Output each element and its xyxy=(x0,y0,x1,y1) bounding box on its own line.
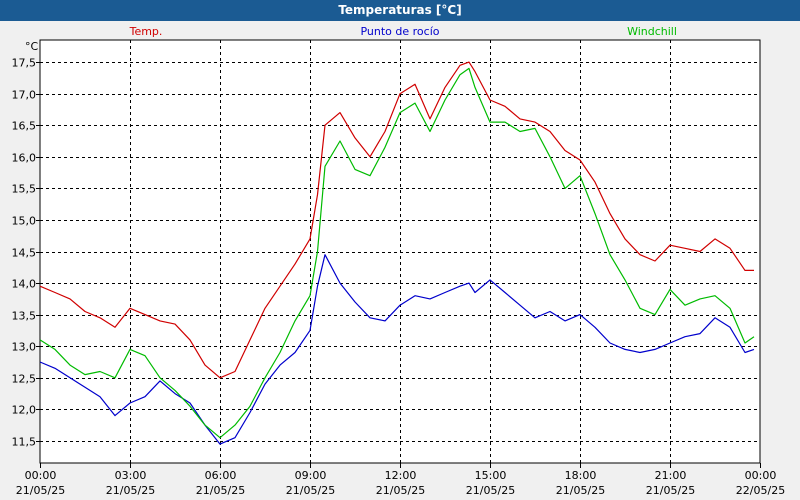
series-line-punto-de-roc-o xyxy=(39,254,755,445)
x-tick-date: 21/05/25 xyxy=(466,484,515,497)
x-tick-time: 18:00 xyxy=(565,469,597,482)
x-tick-time: 12:00 xyxy=(385,469,417,482)
y-axis-unit: °C xyxy=(25,40,39,53)
series-line-temp xyxy=(39,61,754,379)
y-tick-label: 16,5 xyxy=(12,120,37,133)
chart-title: Temperaturas [°C] xyxy=(0,0,800,21)
series-line-windchill xyxy=(39,67,755,439)
legend-item-windchill: Windchill xyxy=(627,25,677,38)
x-tick-time: 09:00 xyxy=(295,469,327,482)
x-tick-time: 03:00 xyxy=(115,469,147,482)
x-tick-date: 21/05/25 xyxy=(196,484,245,497)
legend-item-temp: Temp. xyxy=(129,25,163,38)
y-tick-label: 12,5 xyxy=(12,373,37,386)
x-tick-time: 21:00 xyxy=(655,469,687,482)
y-tick-label: 15,5 xyxy=(12,183,37,196)
series-group xyxy=(39,61,755,445)
legend-item-punto-de-roc-o: Punto de rocío xyxy=(360,25,439,38)
y-tick-label: 14,0 xyxy=(12,278,37,291)
x-tick-time: 15:00 xyxy=(475,469,507,482)
grid xyxy=(40,40,760,463)
x-tick-time: 00:00 xyxy=(25,469,57,482)
x-tick-time: 00:00 xyxy=(745,469,777,482)
y-tick-label: 15,0 xyxy=(12,215,37,228)
x-tick-time: 06:00 xyxy=(205,469,237,482)
y-tick-label: 11,5 xyxy=(12,436,37,449)
y-tick-label: 13,5 xyxy=(12,310,37,323)
y-tick-label: 13,0 xyxy=(12,341,37,354)
y-tick-label: 17,0 xyxy=(12,89,37,102)
x-axis: 00:00 21/05/25 03:00 21/05/25 06:00 21/05/25 0… xyxy=(16,463,785,497)
legend: Temp. Punto de rocío Windchill xyxy=(129,25,677,38)
x-tick-date: 21/05/25 xyxy=(106,484,155,497)
x-tick-date: 21/05/25 xyxy=(286,484,335,497)
x-tick-date: 22/05/25 xyxy=(736,484,785,497)
y-tick-label: 17,5 xyxy=(12,57,37,70)
y-tick-label: 14,5 xyxy=(12,247,37,260)
y-tick-label: 16,0 xyxy=(12,152,37,165)
x-tick-date: 21/05/25 xyxy=(16,484,65,497)
y-axis: 11,5 12,0 12,5 13,0 13,5 14,0 14,5 15,0 15,5 16,0… xyxy=(12,57,40,449)
y-tick-label: 12,0 xyxy=(12,404,37,417)
x-tick-date: 21/05/25 xyxy=(646,484,695,497)
x-tick-date: 21/05/25 xyxy=(556,484,605,497)
x-tick-date: 21/05/25 xyxy=(376,484,425,497)
